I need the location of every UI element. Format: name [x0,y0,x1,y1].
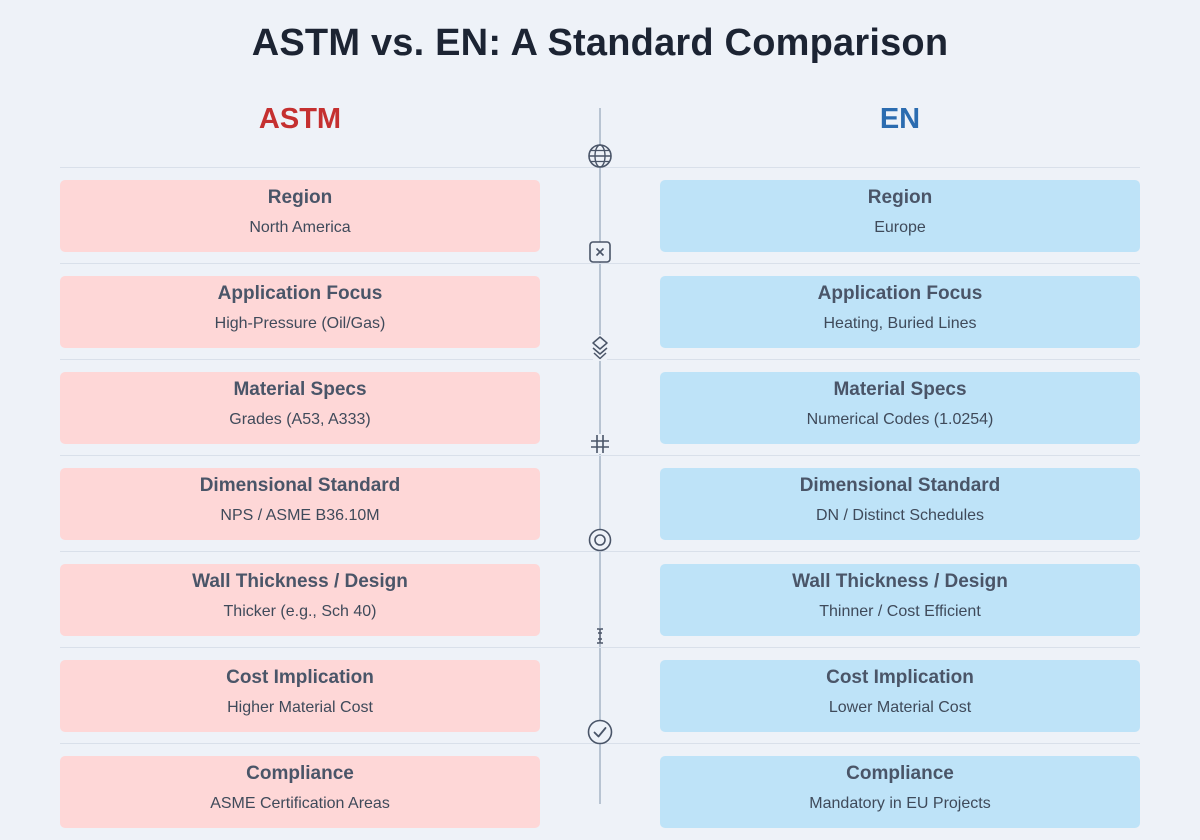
card-label: Cost Implication [826,667,974,688]
card-value: NPS / ASME B36.10M [220,507,380,524]
card-value: Higher Material Cost [227,699,373,716]
card-label: Cost Implication [226,667,374,688]
card-value: High-Pressure (Oil/Gas) [214,315,386,332]
en-card-cost-implication: Cost Implication Lower Material Cost [660,660,1140,732]
page-title: ASTM vs. EN: A Standard Comparison [251,22,949,64]
en-card-dimensional-standard: Dimensional Standard DN / Distinct Sched… [660,468,1140,540]
card-value: Mandatory in EU Projects [809,795,991,812]
row-separator [60,455,1140,456]
hash-icon [591,434,609,454]
astm-card-compliance: Compliance ASME Certification Areas [60,756,540,828]
column-header-en: EN [879,103,921,135]
target-icon [588,528,612,552]
astm-card-application-focus: Application Focus High-Pressure (Oil/Gas… [60,276,540,348]
astm-card-dimensional-standard: Dimensional Standard NPS / ASME B36.10M [60,468,540,540]
card-label: Application Focus [217,283,383,304]
card-label: Compliance [246,763,354,784]
card-value: Thicker (e.g., Sch 40) [223,603,377,620]
card-value: Europe [874,219,926,236]
layers-icon [592,335,608,361]
card-label: Material Specs [833,379,967,400]
card-value: ASME Certification Areas [210,795,390,812]
en-card-application-focus: Application Focus Heating, Buried Lines [660,276,1140,348]
check-circle-icon [587,719,613,745]
row-separator [60,647,1140,648]
center-axis-line [599,108,601,804]
card-value: Numerical Codes (1.0254) [806,411,994,428]
globe-icon [588,144,612,168]
card-label: Material Specs [233,379,367,400]
dimension-icon [595,628,605,644]
en-card-compliance: Compliance Mandatory in EU Projects [660,756,1140,828]
en-card-wall-thickness: Wall Thickness / Design Thinner / Cost E… [660,564,1140,636]
astm-card-wall-thickness: Wall Thickness / Design Thicker (e.g., S… [60,564,540,636]
card-label: Region [267,187,333,208]
astm-card-material-specs: Material Specs Grades (A53, A333) [60,372,540,444]
card-value: Thinner / Cost Efficient [819,603,981,620]
card-label: Compliance [846,763,954,784]
card-label: Dimensional Standard [799,475,1001,496]
card-value: North America [249,219,351,236]
x-box-icon [589,241,611,263]
card-label: Dimensional Standard [199,475,401,496]
card-value: Lower Material Cost [828,699,972,716]
card-label: Application Focus [817,283,983,304]
card-label: Wall Thickness / Design [792,571,1008,592]
card-value: Heating, Buried Lines [823,315,977,332]
card-value: DN / Distinct Schedules [815,507,985,524]
astm-card-region: Region North America [60,180,540,252]
card-value: Grades (A53, A333) [229,411,371,428]
row-separator [60,551,1140,552]
en-card-material-specs: Material Specs Numerical Codes (1.0254) [660,372,1140,444]
card-label: Wall Thickness / Design [192,571,408,592]
column-header-astm: ASTM [258,103,342,135]
astm-card-cost-implication: Cost Implication Higher Material Cost [60,660,540,732]
en-card-region: Region Europe [660,180,1140,252]
card-label: Region [867,187,933,208]
row-separator [60,263,1140,264]
